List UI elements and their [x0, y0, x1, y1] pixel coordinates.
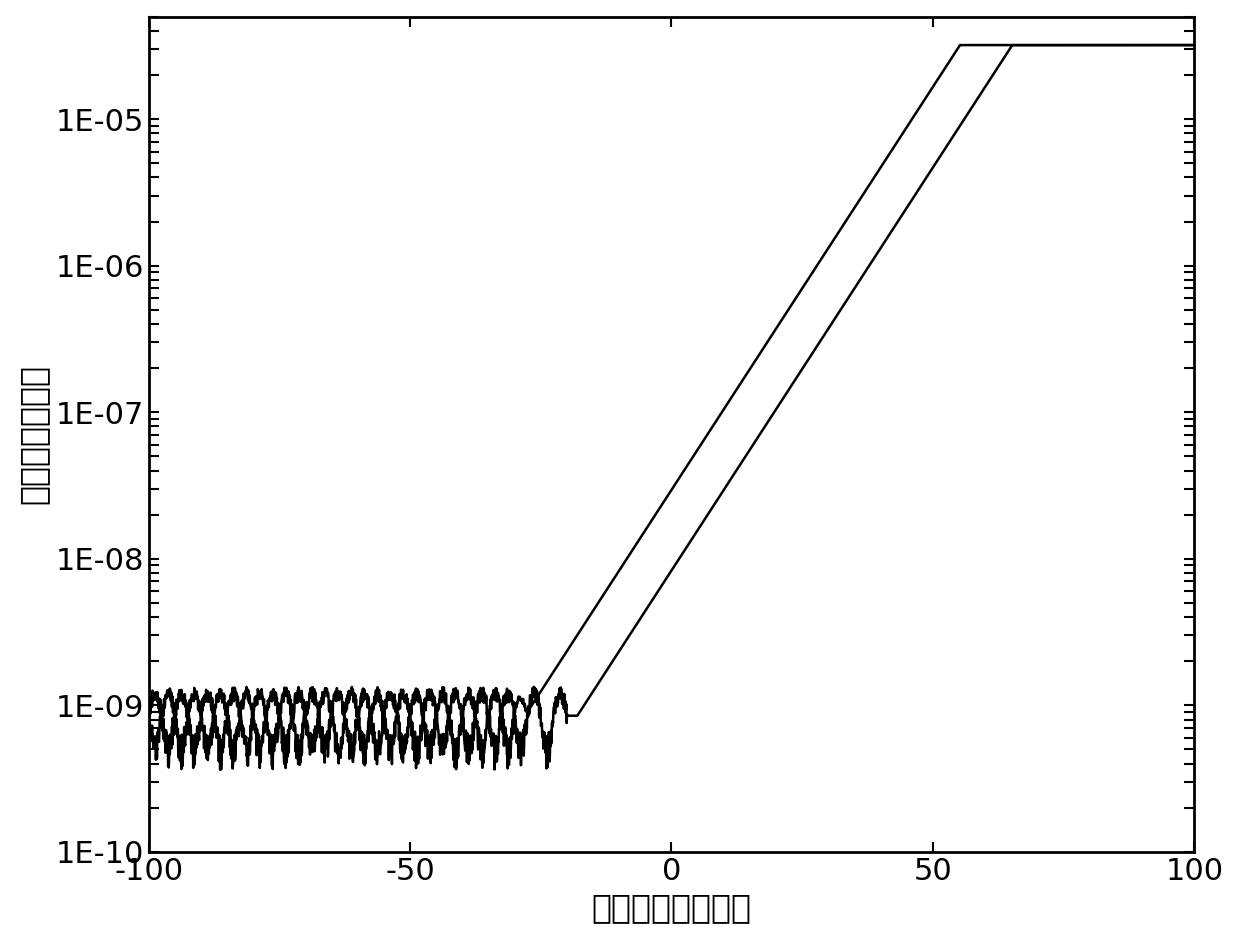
- Y-axis label: 源电流（安培）: 源电流（安培）: [16, 364, 50, 504]
- X-axis label: 削极电压（伏特）: 削极电压（伏特）: [591, 891, 751, 924]
